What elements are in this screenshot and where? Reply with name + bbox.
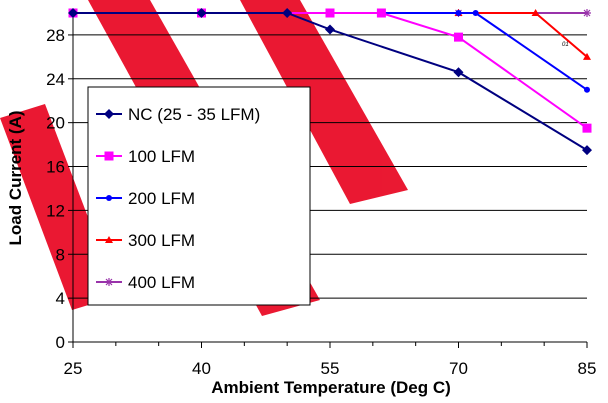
legend-swatch-marker [106,195,112,201]
data-point [325,24,335,35]
legend-entry: 200 LFM [96,189,195,208]
data-point [454,32,463,42]
data-point [453,67,464,78]
data-point [582,145,592,156]
data-point [68,8,78,18]
data-point [583,52,591,60]
x-tick-label: 85 [578,359,597,378]
legend-entry: 100 LFM [96,147,195,166]
legend-swatch-marker [105,278,113,286]
legend-entry: 400 LFM [96,273,195,292]
data-point [196,8,207,18]
data-point [376,8,386,18]
legend-label: 300 LFM [128,231,195,250]
x-axis-title: Ambient Temperature (Deg C) [211,378,451,397]
series-layer [68,8,592,156]
chart-annotation: 01 [562,42,569,48]
data-point [455,10,462,16]
data-point [282,8,293,18]
series-nc-25-35-lfm [68,8,592,156]
x-tick-label: 70 [449,359,468,378]
legend-swatch-marker [105,236,113,243]
legend-label: NC (25 - 35 LFM) [128,105,260,124]
legend-label: 100 LFM [128,147,195,166]
legend-swatch-marker [104,151,114,161]
x-tick-label: 25 [64,359,83,378]
y-tick-label: 4 [56,289,65,308]
data-point [583,9,591,17]
data-point [531,9,540,16]
y-tick-label: 16 [46,158,65,177]
legend-box [87,86,311,306]
legend-entry: 300 LFM [96,231,195,250]
y-axis-title: Load Current (A) [6,110,25,245]
x-tick-label: 55 [321,359,340,378]
legend-label: 400 LFM [128,273,195,292]
data-point [325,8,335,18]
y-tick-label: 0 [56,333,65,352]
x-tick-label: 40 [192,359,211,378]
y-tick-label: 28 [46,26,65,45]
series-line [73,12,588,151]
legend-label: 200 LFM [128,189,195,208]
y-tick-label: 24 [46,70,65,89]
y-tick-label: 12 [46,201,65,220]
legend: NC (25 - 35 LFM) 100 LFM 200 LFM 300 LFM 400… [87,86,311,306]
data-point [472,10,479,16]
y-tick-labels: 0 4 8 12 16 20 24 28 [46,26,73,352]
y-tick-label: 20 [46,114,65,133]
data-point [584,86,590,93]
legend-swatch-marker [104,109,114,119]
data-point [582,123,592,133]
legend-entry: NC (25 - 35 LFM) [96,105,260,124]
x-tick-labels: 25 40 55 70 85 [64,342,597,378]
y-tick-label: 8 [56,245,65,264]
